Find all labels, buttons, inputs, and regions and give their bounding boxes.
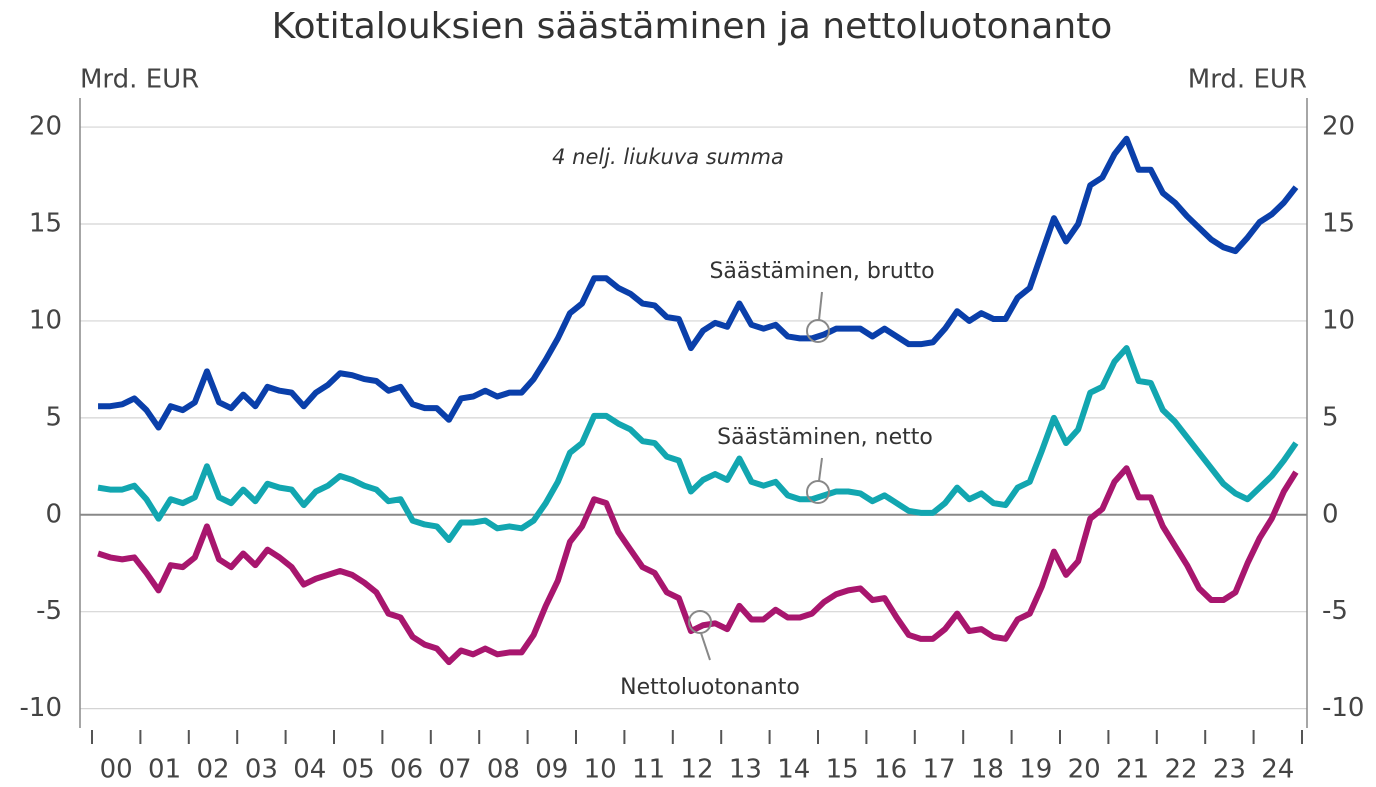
x-tick-label: 20	[1068, 755, 1101, 784]
x-tick-label: 14	[777, 755, 810, 784]
x-tick-label: 10	[584, 755, 617, 784]
y-tick-label: 20	[29, 112, 62, 142]
y-tick-label: -10	[20, 693, 62, 723]
y-tick-label: 5	[45, 402, 62, 432]
y2-tick-label: 5	[1322, 402, 1339, 432]
x-tick-label: 12	[680, 755, 713, 784]
y-axis-label: Mrd. EUR	[80, 65, 199, 95]
x-tick-label: 18	[971, 755, 1004, 784]
callout-line	[818, 457, 823, 482]
chart-title: Kotitalouksien säästäminen ja nettoluoto…	[272, 6, 1113, 47]
callout-line	[818, 291, 823, 321]
series-label: Säästäminen, brutto	[709, 259, 934, 284]
y-tick-label: -5	[36, 596, 62, 626]
y-tick-label: 0	[45, 499, 62, 529]
x-tick-label: 22	[1164, 755, 1197, 784]
x-tick-label: 21	[1116, 755, 1149, 784]
callout-marker	[806, 319, 830, 343]
callout-marker	[806, 480, 830, 504]
callout-line	[700, 632, 711, 661]
series-label: Säästäminen, netto	[717, 425, 933, 450]
x-tick-label: 11	[632, 755, 665, 784]
x-tick-label: 13	[729, 755, 762, 784]
y2-tick-label: 20	[1322, 112, 1355, 142]
x-tick-label: 15	[826, 755, 859, 784]
y2-axis-label: Mrd. EUR	[1188, 65, 1307, 95]
series-line	[97, 345, 1299, 543]
x-tick-label: 24	[1261, 755, 1294, 784]
x-tick-label: 00	[100, 755, 133, 784]
x-tick-label: 08	[487, 755, 520, 784]
x-tick-label: 17	[922, 755, 955, 784]
series-label: Nettoluotonanto	[620, 675, 800, 700]
y-tick-label: 15	[29, 209, 62, 239]
x-tick-label: 19	[1019, 755, 1052, 784]
x-tick-label: 05	[342, 755, 375, 784]
y2-tick-label: -10	[1322, 693, 1364, 723]
series-line	[98, 135, 1299, 431]
x-tick-label: 03	[245, 755, 278, 784]
x-tick-label: 04	[293, 755, 326, 784]
y-tick-label: 10	[29, 305, 62, 335]
x-tick-label: 07	[438, 755, 471, 784]
x-tick-label: 23	[1213, 755, 1246, 784]
annotation: 4 nelj. liukuva summa	[552, 145, 784, 169]
y2-tick-label: -5	[1322, 596, 1348, 626]
x-tick-label: 01	[148, 755, 181, 784]
series-line	[97, 465, 1299, 666]
x-tick-label: 09	[535, 755, 568, 784]
y2-tick-label: 10	[1322, 305, 1355, 335]
y2-tick-label: 0	[1322, 499, 1339, 529]
x-tick-label: 02	[196, 755, 229, 784]
x-tick-label: 06	[390, 755, 423, 784]
y2-tick-label: 15	[1322, 209, 1355, 239]
callout-marker	[688, 610, 712, 634]
x-tick-label: 16	[874, 755, 907, 784]
